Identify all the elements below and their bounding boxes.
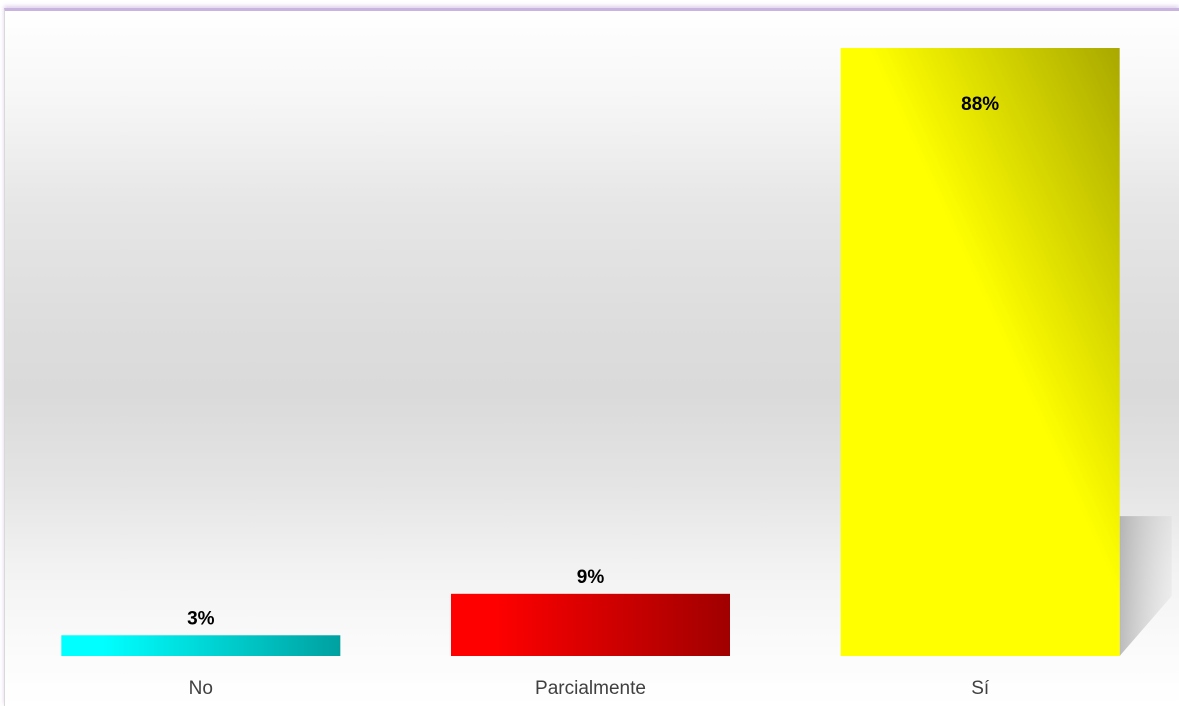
bar-shadow-layer xyxy=(1119,516,1172,656)
category-label-no: No xyxy=(189,678,213,699)
data-label-si: 88% xyxy=(961,94,999,115)
bar-shadow-si xyxy=(1119,516,1172,656)
data-label-parcialmente: 9% xyxy=(577,567,605,588)
bar-no xyxy=(61,635,341,656)
bar-si xyxy=(840,48,1120,656)
bar-parcialmente xyxy=(451,593,730,656)
category-label-parcialmente: Parcialmente xyxy=(535,678,646,699)
category-axis: No Parcialmente Sí xyxy=(189,678,990,699)
category-label-si: Sí xyxy=(971,678,990,699)
data-labels-layer: 3% 9% 88% xyxy=(187,94,999,629)
data-label-no: 3% xyxy=(187,608,215,629)
bars-layer xyxy=(61,48,1120,656)
